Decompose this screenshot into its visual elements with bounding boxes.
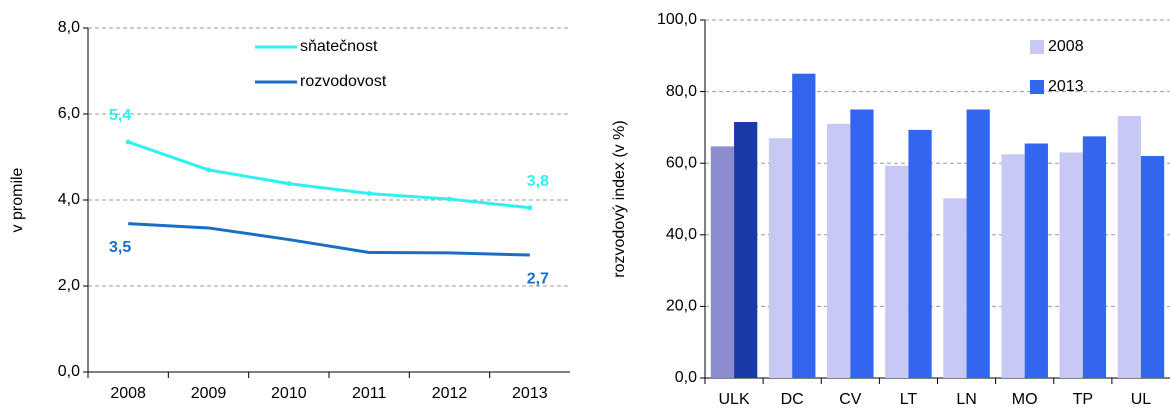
line [128, 222, 530, 257]
point [206, 167, 211, 173]
data-label: 3,5 [109, 239, 131, 256]
x-tick-label: 2008 [110, 385, 146, 402]
legend-label: rozvodovost [300, 73, 387, 90]
y-tick-label: 20,0 [666, 298, 697, 315]
legend-swatch [1030, 80, 1044, 94]
y-tick-label: 100,0 [657, 11, 697, 28]
x-tick-label: 2010 [271, 385, 307, 402]
y-tick-label: 2,0 [58, 277, 80, 294]
y-axis-label: v promile [9, 167, 26, 232]
x-tick-label: 2011 [352, 385, 387, 402]
y-axis-label: rozvodový index (v %) [611, 120, 628, 277]
bar [1024, 143, 1048, 378]
point [527, 205, 533, 211]
x-tick-label: 2013 [512, 385, 548, 402]
x-tick-label: 2009 [191, 385, 227, 402]
x-tick-label: LN [956, 391, 976, 408]
bar [1059, 152, 1083, 378]
bar [1001, 154, 1025, 378]
x-tick-label: TP [1073, 391, 1093, 408]
data-label: 2,7 [527, 270, 549, 287]
legend-label: 2008 [1048, 38, 1084, 55]
y-tick-label: 0,0 [675, 369, 697, 386]
bar [908, 129, 932, 378]
point [286, 181, 292, 187]
bar [850, 109, 874, 378]
y-tick-label: 60,0 [666, 154, 697, 171]
bar [792, 73, 816, 378]
line [127, 140, 530, 210]
legend-label: 2013 [1048, 78, 1084, 95]
bar [1082, 136, 1107, 378]
x-tick-label: UL [1131, 391, 1152, 408]
data-label: 5,4 [109, 107, 131, 124]
bar [885, 165, 909, 378]
x-tick-label: CV [839, 391, 862, 408]
x-tick-label: 2012 [432, 385, 468, 402]
bar [827, 123, 851, 378]
legend-label: sňatečnost [300, 38, 378, 55]
bar [1117, 115, 1141, 378]
y-tick-label: 6,0 [58, 105, 80, 122]
bar [943, 198, 967, 378]
bar [734, 122, 758, 378]
x-tick-label: ULK [719, 391, 750, 408]
bar [966, 109, 990, 378]
point [125, 139, 131, 145]
bar [768, 138, 793, 378]
y-tick-label: 4,0 [58, 191, 80, 208]
y-tick-label: 80,0 [666, 83, 697, 100]
y-tick-label: 8,0 [58, 19, 80, 36]
point [366, 191, 372, 197]
x-tick-label: MO [1012, 391, 1038, 408]
bar [1140, 156, 1165, 378]
legend-swatch [1030, 40, 1044, 54]
y-tick-label: 0,0 [58, 363, 80, 380]
y-tick-label: 40,0 [666, 226, 697, 243]
data-label: 3,8 [527, 173, 549, 190]
bar [710, 146, 735, 378]
x-tick-label: DC [781, 391, 804, 408]
point [447, 196, 452, 202]
x-tick-label: LT [900, 391, 918, 408]
